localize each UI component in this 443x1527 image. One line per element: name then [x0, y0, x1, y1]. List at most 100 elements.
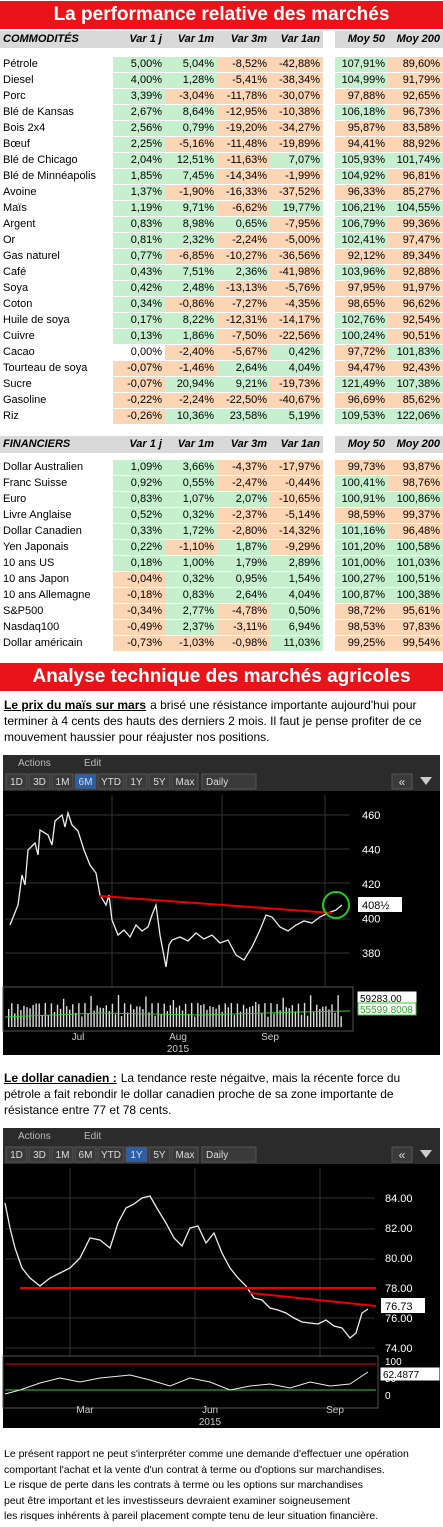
volume-bar: [267, 1016, 269, 1027]
value-cell: 0,81%: [113, 233, 165, 248]
value-cell: 85,62%: [388, 393, 443, 408]
volume-bar: [151, 1003, 153, 1027]
volume-bar: [340, 1016, 342, 1027]
value-cell: 2,48%: [165, 281, 217, 296]
period-button: [171, 1146, 199, 1163]
value-cell: -12,95%: [217, 105, 270, 120]
value-cell: 4,00%: [113, 73, 165, 88]
value-cell: 2,64%: [217, 588, 270, 603]
value-cell: 0,95%: [217, 572, 270, 587]
interval-button: [201, 1146, 257, 1163]
period-button: [171, 773, 199, 790]
value-cell: 0,00%: [130, 346, 162, 358]
volume-bar: [258, 1004, 260, 1027]
value-cell: 97,95%: [335, 281, 388, 296]
value-cell: -11,63%: [217, 153, 270, 168]
disclaimer-line: peut être important et les investisseurs…: [4, 1494, 351, 1507]
value-cell: 98,76%: [388, 476, 443, 491]
value-cell: 91,79%: [388, 73, 443, 88]
volume-bar: [126, 1012, 129, 1027]
value-cell: 83,58%: [388, 121, 443, 136]
value-cell: 0,65%: [217, 217, 270, 232]
value-cell: -17,97%: [270, 460, 323, 475]
value-cell: 23,58%: [217, 409, 270, 424]
name-cell: Soya: [3, 282, 29, 294]
value-cell: -5,14%: [270, 508, 323, 523]
volume-bar: [123, 1003, 126, 1027]
value-cell: 2,32%: [165, 233, 217, 248]
name-cell: Dollar Australien: [3, 461, 84, 473]
title-banner: La performance relative des marchés: [0, 1, 443, 29]
volume-average: [4, 1010, 351, 1018]
value-cell: 96,48%: [388, 524, 443, 539]
value-cell: 7,45%: [165, 169, 217, 184]
disclaimer-line: Le risque de perte dans les contrats à t…: [4, 1479, 363, 1491]
value-cell: -13,13%: [217, 281, 270, 296]
volume-bar: [65, 1006, 68, 1027]
volume-bar: [303, 1003, 306, 1027]
volume-bar: [306, 1015, 309, 1027]
volume-bar: [69, 1009, 71, 1027]
volume-bar: [328, 1009, 330, 1027]
value-cell: 10,36%: [165, 409, 217, 424]
value-cell: 106,21%: [335, 201, 388, 216]
value-cell: -42,88%: [270, 57, 323, 72]
value-cell: -2,80%: [217, 524, 270, 539]
text: La tendance reste négaitve, mais la réce…: [4, 1071, 401, 1117]
month-label: Mar: [76, 1405, 94, 1416]
value-cell: -7,50%: [217, 329, 270, 344]
value-cell: -5,41%: [217, 73, 270, 88]
volume-bar: [175, 1007, 178, 1027]
column-header: Var 1an: [270, 31, 323, 48]
value-cell: 85,27%: [388, 185, 443, 200]
value-cell: 106,18%: [335, 105, 388, 120]
heading: Le prix du maïs sur mars: [4, 698, 147, 712]
y-tick-label: 76.00: [385, 1313, 413, 1325]
value-cell: 99,54%: [388, 636, 443, 651]
value-cell: 0,32%: [165, 508, 217, 523]
volume-bar: [11, 1003, 13, 1027]
value-cell: 89,34%: [388, 249, 443, 264]
lower-label-box: [380, 1367, 440, 1381]
volume-bar: [224, 1003, 226, 1027]
value-cell: 8,22%: [165, 313, 217, 328]
y-tick-label: 460: [362, 810, 380, 822]
volume-bar: [273, 1013, 275, 1027]
value-cell: 100,86%: [388, 492, 443, 507]
volume-bar: [239, 1011, 242, 1027]
value-cell: -4,78%: [217, 604, 270, 619]
value-cell: 0,79%: [165, 121, 217, 136]
value-cell: 20,94%: [165, 377, 217, 392]
value-cell: -0,26%: [113, 409, 165, 424]
volume-bar: [78, 1003, 80, 1027]
name-cell: Or: [3, 234, 16, 246]
value-cell: -9,29%: [270, 540, 323, 555]
value-cell: -40,67%: [270, 393, 323, 408]
column-header: Var 1m: [165, 31, 217, 48]
value-cell: -3,04%: [165, 89, 217, 104]
collapse-button: [391, 773, 413, 790]
value-cell: -4,37%: [217, 460, 270, 475]
value-cell: -19,73%: [270, 377, 323, 392]
volume-bar: [313, 1012, 315, 1027]
paragraph: Le dollar canadien : La tendance reste né…: [4, 1070, 440, 1118]
column-header: Var 1 j: [113, 436, 165, 453]
value-cell: -1,46%: [165, 361, 217, 376]
value-cell: -14,32%: [270, 524, 323, 539]
name-cell: Sucre: [3, 378, 32, 390]
column-header: Var 1m: [165, 436, 217, 453]
period-button: [51, 1146, 74, 1163]
value-cell: 0,13%: [113, 329, 165, 344]
volume-bar: [300, 1014, 303, 1027]
trend-line: [99, 895, 333, 914]
value-cell: 98,72%: [335, 604, 388, 619]
lower-tick-label: 100: [385, 1357, 402, 1368]
value-cell: -1,90%: [165, 185, 217, 200]
value-cell: 3,39%: [113, 89, 165, 104]
value-cell: -10,38%: [270, 105, 323, 120]
name-cell: Yen Japonais: [3, 541, 69, 553]
lower-label: 55599.8008: [360, 1005, 413, 1016]
value-cell: -7,27%: [217, 297, 270, 312]
value-cell: 107,38%: [388, 377, 443, 392]
value-cell: -19,20%: [217, 121, 270, 136]
